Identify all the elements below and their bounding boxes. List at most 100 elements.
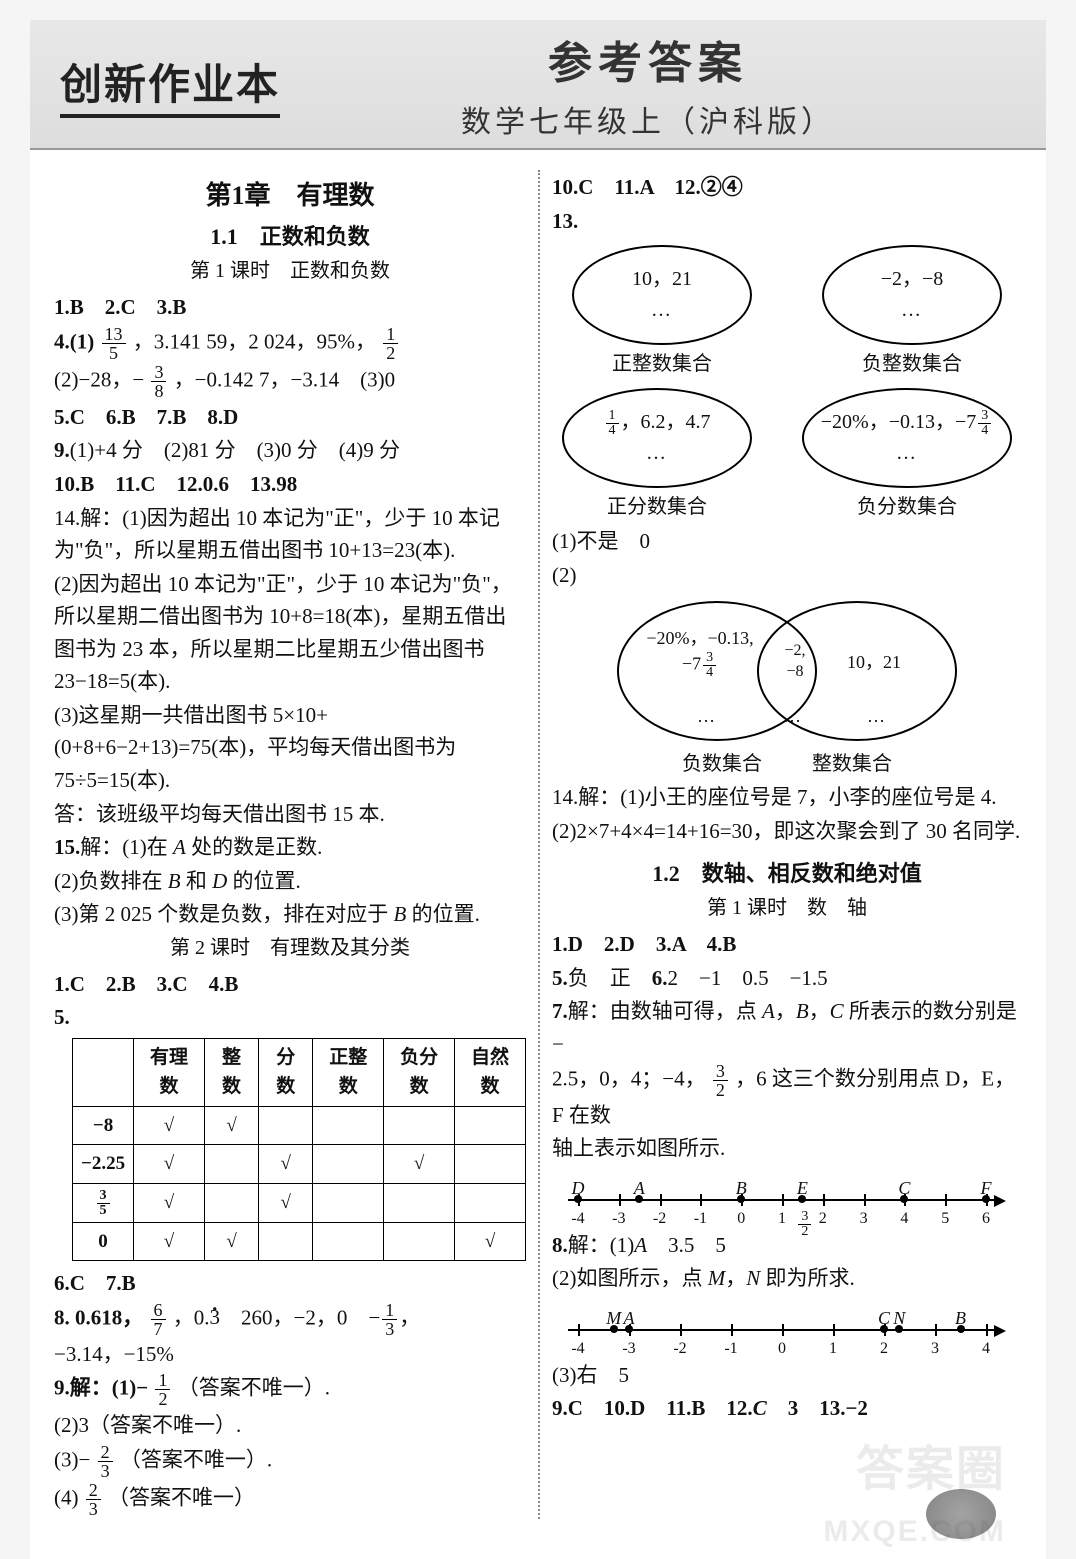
frac-1-3: 13 bbox=[382, 1301, 397, 1338]
set3-dots: … bbox=[646, 438, 668, 469]
set1-dots: … bbox=[651, 295, 673, 326]
frac-3-2: 32 bbox=[713, 1062, 728, 1099]
b-ans-9-4: (4) 23 （答案不唯一） bbox=[54, 1481, 526, 1518]
r13-1: (1)不是 0 bbox=[552, 525, 1022, 558]
lesson-1-2-1: 第 1 课时 数 轴 bbox=[552, 893, 1022, 924]
set-neg-int: −2，−8 … 负整数集合 bbox=[822, 245, 1002, 380]
b-ans-6-7: 6.C 7.B bbox=[54, 1267, 526, 1300]
venn-mid-text: −2,−8 bbox=[775, 641, 815, 683]
set-pos-frac: 14，6.2，4.7 … 正分数集合 bbox=[562, 388, 752, 523]
number-line-2: -4-3-2-101234MACNB bbox=[558, 1301, 1016, 1357]
left-column: 第1章 有理数 1.1 正数和负数 第 1 课时 正数和负数 1.B 2.C 3… bbox=[54, 170, 538, 1519]
ans-9: 9.9.(1)+4 分 (2)81 分 (3)0 分 (4)9 分(1)+4 分… bbox=[54, 434, 526, 467]
table-head: 有理数整数分数正整数负分数自然数 bbox=[73, 1038, 526, 1106]
r-ans-10-12: 10.C 11.A 12.②④ bbox=[552, 171, 1022, 204]
sets-row-1: 10，21 … 正整数集合 −2，−8 … 负整数集合 bbox=[552, 245, 1022, 380]
s-ans-7a: 7.解：由数轴可得，点 A，B，C 所表示的数分别是− bbox=[552, 995, 1022, 1060]
set-neg-frac: −20%，−0.13，−734 … 负分数集合 bbox=[802, 388, 1012, 523]
q5-label: 5. bbox=[54, 1005, 70, 1029]
table-row: −2.25√√√ bbox=[73, 1145, 526, 1183]
venn-right-text: 10，21 bbox=[847, 651, 901, 674]
s-ans-8-2: (2)如图所示，点 M，N 即为所求. bbox=[552, 1262, 1022, 1295]
oval-neg-int: −2，−8 … bbox=[822, 245, 1002, 345]
set1-top: 10，21 bbox=[632, 264, 692, 295]
b8-mid: ，0. bbox=[173, 1305, 210, 1329]
chapter-title: 第1章 有理数 bbox=[54, 176, 526, 216]
venn-lbl-l: 负数集合 bbox=[682, 749, 762, 780]
set3-rest: ，6.2，4.7 bbox=[621, 411, 711, 433]
ans-5-8: 5.C 6.B 7.B 8.D bbox=[54, 401, 526, 434]
q4-list: ，3.141 59，2 024，95%， bbox=[133, 329, 376, 353]
s-ans-5-6: 5.负 正 6.2 −1 0.5 −1.5 bbox=[552, 962, 1022, 995]
s-ans-9-13: 9.C 10.D 11.B 12.C 3 13.−2 bbox=[552, 1392, 1022, 1425]
set2-top: −2，−8 bbox=[881, 264, 944, 295]
q4-label: 4.(1) bbox=[54, 329, 94, 353]
nl2-arrow bbox=[994, 1325, 1006, 1337]
b-ans-8: 8. 0.618， 67 ，0.3 260，−2，0 −13，−3.14，−15… bbox=[54, 1301, 526, 1371]
set2-lbl: 负整数集合 bbox=[862, 349, 962, 380]
ans-15-1: 15.解：(1)在 A 处的数是正数. bbox=[54, 831, 526, 864]
frac-13-5: 135 bbox=[102, 325, 126, 362]
number-line-1: -4-3-2-10123456DABECF32 bbox=[558, 1171, 1016, 1227]
q4b-tail: ，−0.142 7，−3.14 (3)0 bbox=[174, 367, 395, 391]
sets-row-2: 14，6.2，4.7 … 正分数集合 −20%，−0.13，−734 … 负分数… bbox=[552, 388, 1022, 523]
s-ans-8-3: (3)右 5 bbox=[552, 1359, 1022, 1392]
b9-1-pre: 9.解：(1)− bbox=[54, 1376, 148, 1400]
venn-lb: −7 bbox=[682, 653, 701, 673]
venn-dots-m: … bbox=[783, 705, 803, 728]
b9-4-pre: (4) bbox=[54, 1485, 79, 1509]
b9-1-t: （答案不唯一）. bbox=[178, 1376, 330, 1400]
b9-3-pre: (3)− bbox=[54, 1447, 90, 1471]
b-ans-1-4: 1.C 2.B 3.C 4.B bbox=[54, 968, 526, 1001]
q5-wrap: 5. bbox=[54, 1001, 526, 1034]
b8-pre: 8. 0.618， bbox=[54, 1305, 143, 1329]
b-ans-9-3: (3)− 23 （答案不唯一）. bbox=[54, 1443, 526, 1480]
section-1-1: 1.1 正数和负数 bbox=[54, 220, 526, 254]
venn-diagram: −20%，−0.13, −734 −2,−8 10，21 … … … bbox=[607, 597, 967, 747]
ans-4-1: 4.(1) 135 ，3.141 59，2 024，95%， 12 bbox=[54, 325, 526, 362]
header-titles: 参考答案 数学七年级上（沪科版） bbox=[280, 27, 1016, 141]
right-column: 10.C 11.A 12.②④ 13. 10，21 … 正整数集合 −2，−8 … bbox=[538, 170, 1022, 1519]
oval-pos-int: 10，21 … bbox=[572, 245, 752, 345]
ans-10-13: 10.B 11.C 12.0.6 13.98 bbox=[54, 468, 526, 501]
set1-lbl: 正整数集合 bbox=[612, 349, 712, 380]
b-ans-9-2: (2)3（答案不唯一）. bbox=[54, 1409, 526, 1442]
set4-pre: −20%，−0.13，−7 bbox=[821, 411, 977, 433]
ans-15-3: (3)第 2 025 个数是负数，排在对应于 B 的位置. bbox=[54, 898, 526, 931]
venn-dots-r: … bbox=[867, 705, 887, 728]
lesson-1: 第 1 课时 正数和负数 bbox=[54, 256, 526, 287]
venn-la: −20%，−0.13, bbox=[646, 628, 753, 648]
venn-labels: 负数集合 整数集合 bbox=[552, 749, 1022, 780]
page: 创新作业本 参考答案 数学七年级上（沪科版） 第1章 有理数 1.1 正数和负数… bbox=[30, 20, 1046, 1559]
frac-2-3b: 23 bbox=[86, 1481, 101, 1518]
q4b-pre: (2)−28，− bbox=[54, 367, 144, 391]
venn-left-text: −20%，−0.13, −734 bbox=[635, 627, 765, 679]
oval-neg-frac: −20%，−0.13，−734 … bbox=[802, 388, 1012, 488]
ans-14-ans: 答：该班级平均每天借出图书 15 本. bbox=[54, 798, 526, 831]
b9-4-t: （答案不唯一） bbox=[108, 1485, 255, 1509]
r-q13: 13. bbox=[552, 205, 1022, 238]
s-ans-7b: 2.5，0，4；−4， 32 ，6 这三个数分别用点 D，E，F 在数 bbox=[552, 1062, 1022, 1132]
rational-table: 有理数整数分数正整数负分数自然数 −8√√ −2.25√√√ 35√√ 0√√√ bbox=[72, 1038, 526, 1261]
section-1-2: 1.2 数轴、相反数和绝对值 bbox=[552, 857, 1022, 891]
ans-14-3: (3)这星期一共借出图书 5×10+(0+8+6−2+13)=75(本)，平均每… bbox=[54, 699, 526, 797]
header-subtitle: 数学七年级上（沪科版） bbox=[280, 97, 1016, 141]
venn-lbl-r: 整数集合 bbox=[812, 749, 892, 780]
set-pos-int: 10，21 … 正整数集合 bbox=[572, 245, 752, 380]
s-ans-7d: 轴上表示如图所示. bbox=[552, 1132, 1022, 1165]
recurring-3: 3 bbox=[210, 1305, 221, 1329]
frac-2-3: 23 bbox=[98, 1443, 113, 1480]
nl1-arrow bbox=[994, 1195, 1006, 1207]
set4-lbl: 负分数集合 bbox=[857, 492, 957, 523]
r13-2: (2) bbox=[552, 559, 1022, 592]
frac-1-2b: 12 bbox=[155, 1371, 170, 1408]
r14-1: 14.解：(1)小王的座位号是 7，小李的座位号是 4. bbox=[552, 781, 1022, 814]
r14-2: (2)2×7+4×4=14+16=30，即这次聚会到了 30 名同学. bbox=[552, 815, 1022, 848]
ans-14-1: 14.解：(1)因为超出 10 本记为"正"，少于 10 本记为"负"，所以星期… bbox=[54, 502, 526, 567]
table-row: −8√√ bbox=[73, 1106, 526, 1144]
b9-3-t: （答案不唯一）. bbox=[120, 1447, 272, 1471]
set3-lbl: 正分数集合 bbox=[607, 492, 707, 523]
footer-badge bbox=[926, 1489, 996, 1539]
ans-1-3: 1.B 2.C 3.B bbox=[54, 291, 526, 324]
set3-top: 14，6.2，4.7 bbox=[604, 407, 711, 438]
